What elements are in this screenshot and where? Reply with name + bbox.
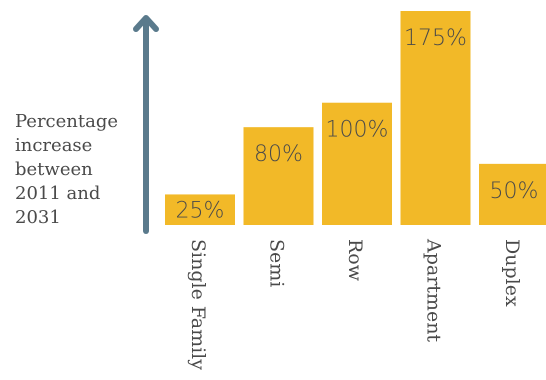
data-label: 50% [490,179,539,204]
y-axis-title-line: increase [15,135,92,156]
y-axis-title: Percentage increase between 2011 and 203… [15,111,118,228]
bar-apartment [400,11,471,225]
data-label: 80% [254,142,303,167]
category-labels-group: Single Family Semi Row Apartment Duplex [187,238,523,370]
bar-row [322,102,392,225]
y-axis-arrow-head [133,15,159,32]
bars-group [165,11,546,225]
y-axis-title-line: between [15,159,93,180]
category-label: Single Family [187,239,209,370]
y-axis-title-line: 2011 and [15,183,100,204]
data-label: 175% [404,26,467,51]
y-axis-title-line: Percentage [15,111,118,132]
bar-single-family [165,194,235,225]
y-axis-title-line: 2031 [15,207,61,228]
category-label: Duplex [501,239,523,307]
bar-duplex [479,163,546,225]
data-labels-group: 25% 80% 100% 175% 50% [176,26,539,224]
data-label: 100% [326,118,389,143]
data-label: 25% [176,199,225,224]
category-label: Row [344,239,366,282]
bar-semi [243,127,314,225]
y-axis-arrow [133,15,159,234]
category-label: Apartment [423,238,445,342]
category-label: Semi [266,239,288,287]
